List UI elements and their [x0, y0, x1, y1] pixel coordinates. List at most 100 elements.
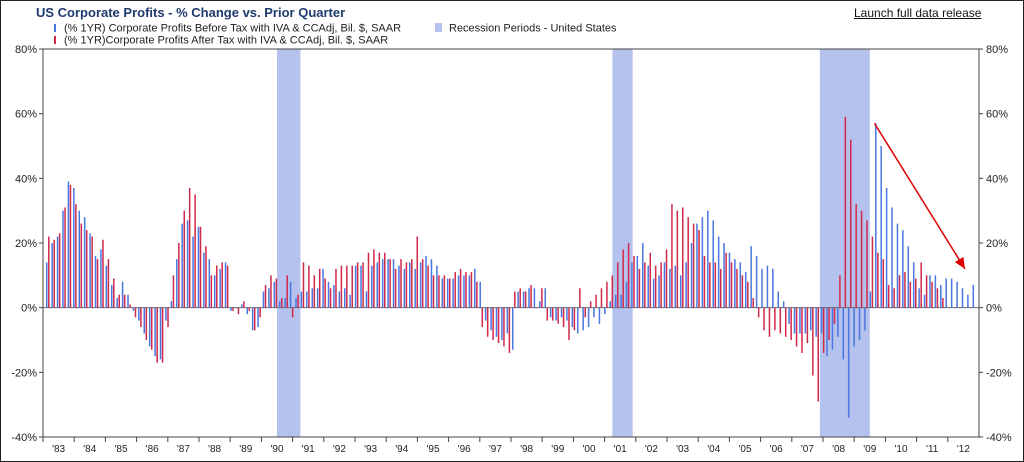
bar-before-tax	[289, 281, 292, 308]
bar-after-tax	[432, 275, 435, 308]
bar-after-tax	[784, 307, 787, 337]
bar-after-tax	[492, 307, 494, 340]
bar-before-tax	[739, 262, 742, 308]
bar-after-tax	[351, 265, 353, 308]
legend-after-tax-swatch	[53, 34, 57, 47]
bar-after-tax	[844, 116, 847, 308]
bar-after-tax	[134, 307, 137, 318]
bar-before-tax	[94, 255, 97, 308]
bar-before-tax	[875, 123, 877, 308]
bar-after-tax	[383, 252, 386, 308]
recession-band	[612, 49, 633, 437]
bar-after-tax	[91, 236, 93, 308]
bar-after-tax	[459, 268, 462, 308]
bar-after-tax	[660, 262, 662, 308]
bar-before-tax	[284, 297, 286, 308]
bar-after-tax	[703, 255, 706, 308]
bar-after-tax	[741, 275, 744, 308]
bar-before-tax	[685, 262, 687, 308]
bar-before-tax	[522, 291, 525, 308]
x-tick-label: '90	[270, 444, 283, 455]
bar-after-tax	[129, 304, 131, 308]
bar-before-tax	[165, 307, 167, 321]
bar-before-tax	[100, 249, 102, 308]
bar-after-tax	[449, 278, 451, 308]
bar-after-tax	[860, 210, 863, 308]
bar-before-tax	[544, 288, 547, 308]
legend-recession-label: Recession Periods - United States	[449, 22, 617, 35]
bar-before-tax	[278, 301, 281, 308]
bar-before-tax	[197, 226, 200, 308]
bar-before-tax	[230, 307, 232, 311]
bar-before-tax	[658, 275, 660, 308]
chart-title: US Corporate Profits - % Change vs. Prio…	[36, 5, 346, 20]
bar-after-tax	[730, 262, 733, 308]
bar-before-tax	[717, 236, 720, 308]
bar-after-tax	[671, 204, 673, 308]
bar-after-tax	[438, 275, 440, 308]
bar-before-tax	[159, 307, 162, 360]
bar-before-tax	[723, 243, 725, 308]
bar-after-tax	[53, 239, 55, 308]
bar-after-tax	[405, 262, 408, 308]
bar-after-tax	[676, 210, 679, 308]
bar-after-tax	[747, 281, 749, 308]
bar-after-tax	[313, 275, 316, 308]
bar-after-tax	[898, 275, 901, 308]
bar-after-tax	[96, 259, 99, 308]
x-tick-label: '98	[520, 444, 533, 455]
bar-after-tax	[530, 285, 532, 308]
bar-before-tax	[766, 265, 769, 308]
bar-after-tax	[822, 307, 825, 353]
bar-before-tax	[45, 262, 48, 308]
bar-after-tax	[855, 204, 857, 308]
bar-after-tax	[346, 265, 348, 308]
bar-after-tax	[389, 259, 391, 308]
bar-before-tax	[826, 307, 828, 357]
bar-after-tax	[871, 236, 874, 308]
bar-after-tax	[286, 275, 288, 308]
bar-before-tax	[257, 307, 259, 328]
bar-after-tax	[503, 307, 505, 347]
bar-after-tax	[58, 233, 61, 308]
bar-before-tax	[631, 262, 633, 308]
bar-before-tax	[506, 307, 509, 334]
bar-after-tax	[465, 272, 467, 308]
bar-after-tax	[64, 207, 66, 308]
bar-after-tax	[774, 307, 776, 331]
bar-before-tax	[192, 236, 194, 308]
bar-before-tax	[170, 301, 173, 308]
trend-arrow-line	[873, 122, 966, 270]
bar-after-tax	[882, 259, 885, 308]
bar-after-tax	[795, 307, 798, 347]
bar-after-tax	[692, 223, 695, 308]
bar-before-tax	[127, 294, 129, 308]
bar-after-tax	[915, 278, 917, 308]
bar-after-tax	[253, 307, 256, 331]
bar-after-tax	[541, 288, 543, 308]
bar-before-tax	[51, 243, 53, 308]
bar-after-tax	[248, 307, 251, 311]
bar-after-tax	[535, 307, 538, 309]
bar-before-tax	[381, 259, 384, 308]
bar-before-tax	[110, 285, 113, 308]
bar-after-tax	[817, 307, 819, 402]
bar-after-tax	[356, 262, 359, 308]
launch-full-data-release-link[interactable]: Launch full data release	[854, 6, 982, 20]
bar-before-tax	[891, 207, 893, 308]
bar-after-tax	[308, 265, 310, 308]
y-tick-label-left: 40%	[15, 173, 37, 185]
bar-before-tax	[902, 230, 904, 308]
bar-before-tax	[636, 255, 639, 308]
bar-after-tax	[736, 268, 738, 308]
bar-after-tax	[416, 236, 419, 308]
bar-before-tax	[387, 259, 389, 308]
x-tick-label: '88	[208, 444, 221, 455]
bar-after-tax	[205, 246, 207, 308]
bar-after-tax	[812, 307, 814, 376]
bar-after-tax	[633, 255, 635, 308]
bar-before-tax	[419, 262, 422, 308]
bar-before-tax	[219, 268, 221, 308]
legend-item-before-tax: (% 1YR) Corporate Profits Before Tax wit…	[53, 22, 401, 35]
bar-after-tax	[579, 288, 581, 308]
